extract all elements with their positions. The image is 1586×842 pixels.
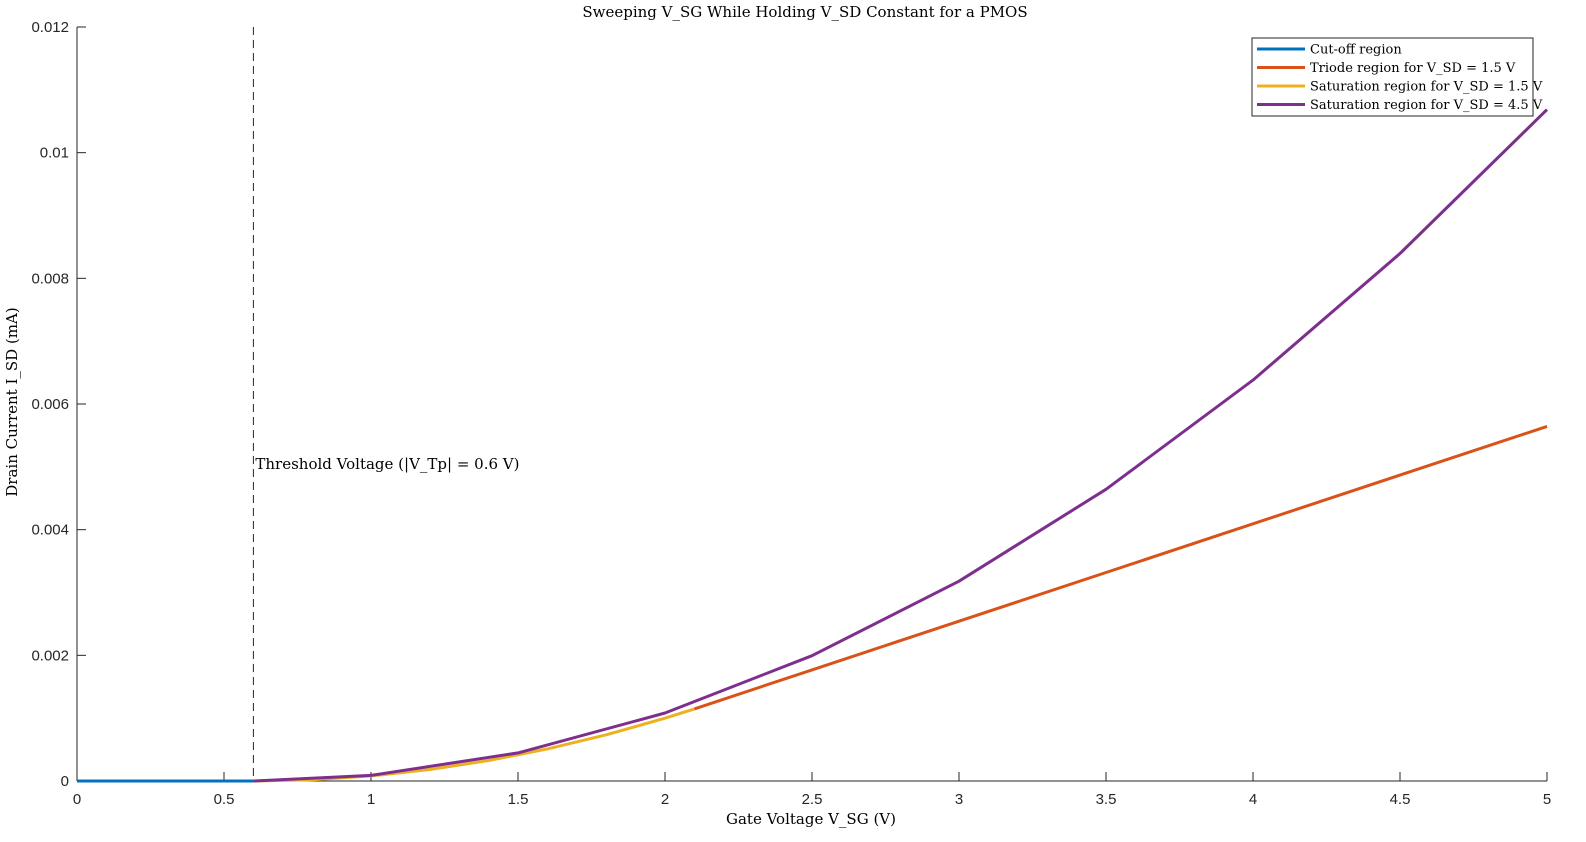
y-tick-label: 0	[61, 773, 69, 790]
x-tick-label: 3	[955, 791, 963, 808]
x-tick-label: 5	[1543, 791, 1551, 808]
series-line-2	[253, 707, 695, 783]
x-tick-label: 2.5	[802, 791, 823, 808]
threshold-group: Threshold Voltage (|V_Tp| = 0.6 V)	[252, 27, 519, 781]
axes: 0 0.5 1 1.5 2 2.5 3 3.5 4 4.5 5 0 0.002 0.004 0.006 0.0…	[31, 19, 1551, 808]
y-tick-label: 0.004	[31, 522, 69, 539]
threshold-annotation: Threshold Voltage (|V_Tp| = 0.6 V)	[255, 455, 519, 473]
series-line-1	[693, 424, 1548, 711]
y-tick-label: 0.012	[31, 19, 69, 36]
series-group	[77, 108, 1549, 783]
x-tick-label: 1	[367, 791, 375, 808]
y-tick-label: 0.01	[40, 145, 69, 162]
x-tick-label: 0.5	[214, 791, 235, 808]
x-axis-title: Gate Voltage V_SG (V)	[726, 810, 896, 828]
chart-title: Sweeping V_SG While Holding V_SD Constan…	[582, 3, 1027, 21]
series-line-3	[253, 108, 1549, 783]
x-tick-label: 1.5	[508, 791, 529, 808]
x-tick-label: 4.5	[1390, 791, 1411, 808]
y-tick-label: 0.006	[31, 396, 69, 413]
y-tick-label: 0.002	[31, 647, 69, 664]
x-tick-label: 2	[661, 791, 669, 808]
legend-entry: Saturation region for V_SD = 4.5 V	[1310, 98, 1543, 113]
legend: Cut-off region Triode region for V_SD = 1…	[1251, 37, 1543, 117]
legend-entry: Triode region for V_SD = 1.5 V	[1310, 61, 1516, 76]
x-tick-label: 3.5	[1096, 791, 1117, 808]
y-tick-label: 0.008	[31, 270, 69, 287]
legend-entry: Cut-off region	[1310, 43, 1402, 58]
y-axis-title: Drain Current I_SD (mA)	[3, 307, 21, 496]
legend-entry: Saturation region for V_SD = 1.5 V	[1310, 80, 1543, 95]
x-tick-label: 4	[1249, 791, 1257, 808]
x-tick-label: 0	[73, 791, 81, 808]
